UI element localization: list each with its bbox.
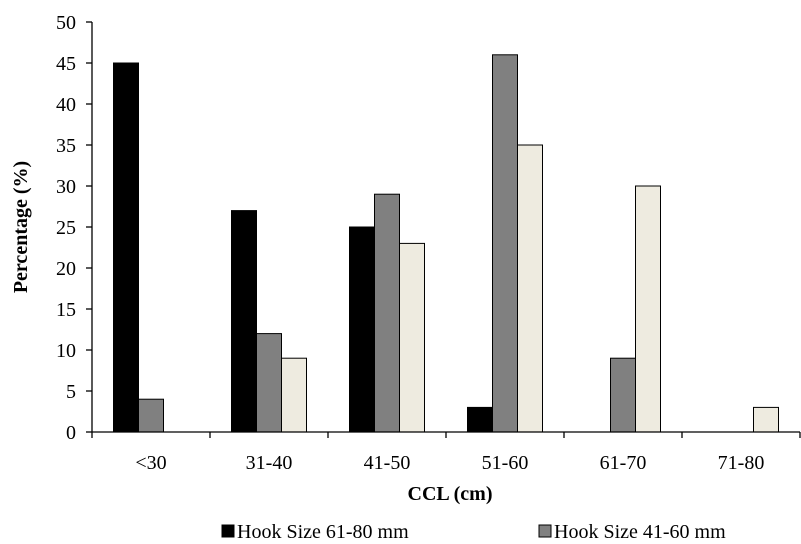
x-tick-label: <30 bbox=[135, 452, 166, 474]
y-tick-label: 5 bbox=[66, 381, 76, 403]
bar-series-3-61-70 bbox=[635, 185, 661, 433]
bars-group bbox=[113, 54, 779, 433]
x-tick-label: 61-70 bbox=[600, 452, 647, 474]
bar-series-2-61-70 bbox=[610, 357, 636, 433]
y-axis-title: Percentage (%) bbox=[10, 161, 32, 293]
y-tick-label: 15 bbox=[56, 299, 76, 321]
y-tick-label: 30 bbox=[56, 176, 76, 198]
bar-series-3-41-50 bbox=[399, 242, 425, 433]
y-tick-label: 50 bbox=[56, 12, 76, 34]
y-tick-label: 10 bbox=[56, 340, 76, 362]
legend-swatch-series-1 bbox=[221, 524, 235, 538]
bar-series-2-<30 bbox=[138, 398, 164, 433]
bar-series-3-71-80 bbox=[753, 406, 779, 433]
bar-series-1-51-60 bbox=[467, 406, 493, 433]
y-tick-label: 35 bbox=[56, 135, 76, 157]
x-tick-label: 41-50 bbox=[364, 452, 411, 474]
bar-series-1-31-40 bbox=[231, 210, 257, 433]
y-tick-label: 45 bbox=[56, 53, 76, 75]
x-tick-label: 71-80 bbox=[718, 452, 765, 474]
x-axis-title: CCL (cm) bbox=[408, 483, 493, 505]
bar-series-3-51-60 bbox=[517, 144, 543, 433]
legend-label-series-1: Hook Size 61-80 mm bbox=[237, 521, 409, 543]
bar-series-3-31-40 bbox=[281, 357, 307, 433]
x-tick-label: 31-40 bbox=[246, 452, 293, 474]
legend-label-series-2: Hook Size 41-60 mm bbox=[554, 521, 726, 543]
bar-series-2-31-40 bbox=[256, 333, 282, 433]
bar-series-1-41-50 bbox=[349, 226, 375, 433]
legend-swatch-series-2 bbox=[538, 524, 552, 538]
bar-series-2-51-60 bbox=[492, 54, 518, 433]
y-tick-label: 40 bbox=[56, 94, 76, 116]
x-tick-label: 51-60 bbox=[482, 452, 529, 474]
y-tick-label: 0 bbox=[66, 422, 76, 444]
y-tick-label: 20 bbox=[56, 258, 76, 280]
y-axis-ticks: 0 5 10 15 20 25 30 35 40 45 50 bbox=[56, 12, 92, 444]
y-tick-label: 25 bbox=[56, 217, 76, 239]
legend: Hook Size 61-80 mm Hook Size 41-60 mm bbox=[221, 521, 726, 543]
x-axis-ticks: <30 31-40 41-50 51-60 61-70 71-80 bbox=[91, 432, 801, 474]
bar-series-1-<30 bbox=[113, 62, 139, 433]
bar-series-2-41-50 bbox=[374, 193, 400, 433]
